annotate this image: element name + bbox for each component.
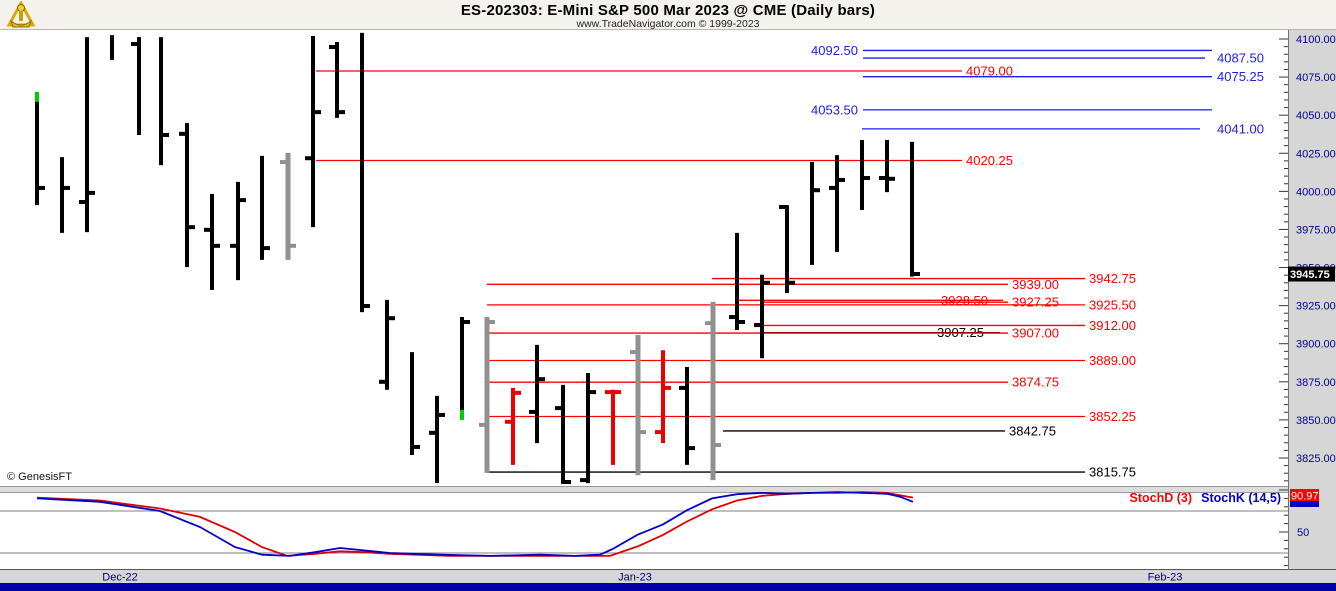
price-level-label: 3842.75	[1009, 423, 1056, 438]
price-level-label: 4087.50	[1217, 51, 1264, 66]
status-bar	[0, 583, 1336, 591]
price-level-label: 3928.50	[941, 293, 988, 308]
month-label: Dec-22	[102, 572, 137, 584]
price-level-label: 3889.00	[1089, 353, 1136, 368]
price-level-label: 3907.00	[1012, 326, 1059, 341]
stoch-k-line	[36, 491, 914, 557]
price-level-label: 4041.00	[1217, 121, 1264, 136]
price-level-label: 3852.25	[1089, 409, 1136, 424]
price-level-label: 3815.75	[1089, 465, 1136, 480]
month-label: Jan-23	[618, 572, 652, 584]
price-axis-label: 4000.00	[1296, 186, 1336, 198]
stochastic-pane[interactable]	[0, 492, 1288, 569]
stoch-d-badge	[1290, 489, 1319, 501]
price-level-label: 3912.00	[1089, 318, 1136, 333]
last-price-badge	[1288, 266, 1335, 282]
sextant-logo-icon	[6, 1, 36, 28]
last-price-badge-text: 3945.75	[1290, 269, 1330, 281]
chart-header: ES-202303: E-Mini S&P 500 Mar 2023 @ CME…	[0, 0, 1336, 30]
price-axis-label: 3925.00	[1296, 301, 1336, 313]
price-pane[interactable]	[0, 30, 1288, 486]
signal-marker	[35, 91, 39, 102]
price-axis-label: 4025.00	[1296, 148, 1336, 160]
price-level-label: 3925.50	[1089, 297, 1136, 312]
price-level-label: 3874.75	[1012, 375, 1059, 390]
stoch-legend-label: StochD (3)	[1130, 491, 1193, 505]
price-axis-label: 3825.00	[1296, 453, 1336, 465]
price-axis-label: 3900.00	[1296, 339, 1336, 351]
price-axis-label: 4100.00	[1296, 34, 1336, 46]
price-level-label: 3927.25	[1012, 295, 1059, 310]
price-axis-label: 4050.00	[1296, 110, 1336, 122]
stoch-k-badge	[1290, 496, 1319, 507]
time-axis[interactable]	[0, 570, 1336, 583]
price-level-label: 4092.50	[811, 43, 858, 58]
chart-subtitle: www.TradeNavigator.com © 1999-2023	[576, 18, 760, 30]
signal-marker	[460, 409, 464, 420]
genesisft-copyright: © GenesisFT	[7, 471, 72, 483]
price-level-label: 4075.25	[1217, 69, 1264, 84]
price-level-label: 3939.00	[1012, 277, 1059, 292]
price-level-label: 3942.75	[1089, 271, 1136, 286]
price-axis-label: 3975.00	[1296, 224, 1336, 236]
stoch-axis-label: 50	[1297, 527, 1309, 539]
price-level-label: 4020.25	[966, 153, 1013, 168]
month-label: Feb-23	[1148, 572, 1183, 584]
price-level-label: 4079.00	[966, 63, 1013, 78]
price-axis-label: 3875.00	[1296, 377, 1336, 389]
chart-title: ES-202303: E-Mini S&P 500 Mar 2023 @ CME…	[460, 2, 876, 19]
pane-separator	[0, 486, 1288, 492]
chart-canvas: 4100.00 4075.00 4050.00 4025.00 4000.00 3975.…	[0, 30, 1336, 583]
price-axis-label: 4075.00	[1296, 72, 1336, 84]
price-axis-label: 3850.00	[1296, 415, 1336, 427]
stoch-badge-text: 90.97	[1291, 491, 1319, 503]
price-level-label: 4053.50	[811, 102, 858, 117]
price-axis[interactable]	[1288, 30, 1336, 570]
stoch-legend-label: StochK (14,5)	[1201, 491, 1281, 505]
